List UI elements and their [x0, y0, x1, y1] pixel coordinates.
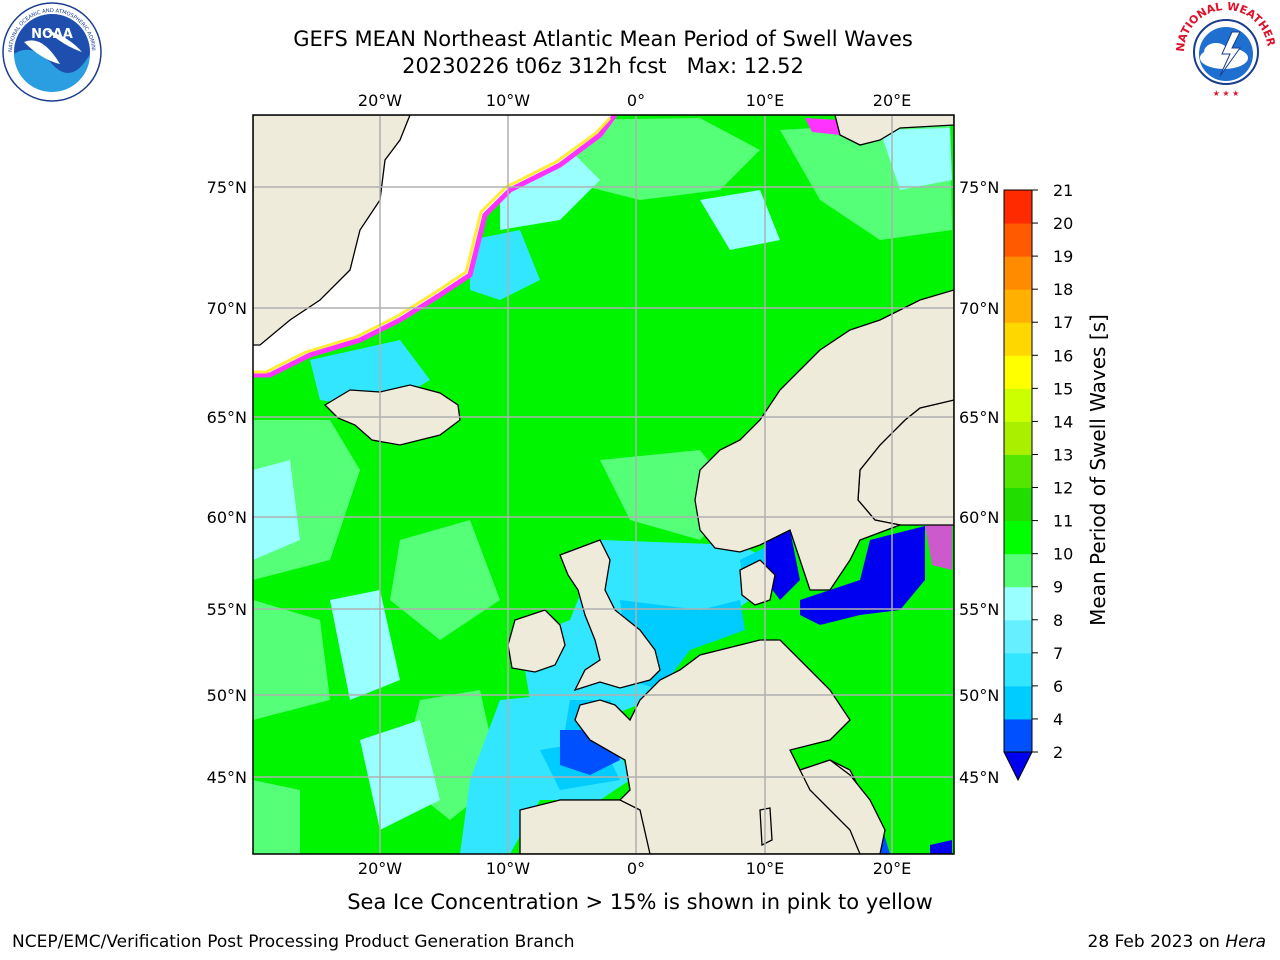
- colorbar-segment: [1004, 388, 1032, 422]
- colorbar-segment: [1004, 190, 1032, 224]
- sea-ice-note: Sea Ice Concentration > 15% is shown in …: [347, 890, 933, 914]
- colorbar-tick-label: 21: [1053, 181, 1073, 200]
- colorbar-tick-label: 13: [1053, 445, 1073, 464]
- colorbar-tick-label: 16: [1053, 346, 1073, 365]
- colorbar-tick-label: 19: [1053, 247, 1073, 266]
- colorbar-frame: [1003, 189, 1033, 753]
- sea-ice-gulf-finland: [925, 524, 952, 570]
- land-ireland: [507, 609, 566, 673]
- colorbar-segment: [1004, 652, 1032, 687]
- date-text: 28 Feb 2023 on Hera: [1088, 932, 1266, 952]
- colorbar-tick-label: 12: [1053, 479, 1073, 498]
- colorbar-extend-min: [1003, 751, 1033, 782]
- map-panel: [253, 115, 954, 854]
- colorbar-label: Mean Period of Swell Waves [s]: [1086, 314, 1110, 626]
- colorbar-tick-label: 15: [1053, 379, 1073, 398]
- lat-label: 60°N: [207, 508, 247, 527]
- colorbar-tick-label: 4: [1053, 710, 1063, 729]
- lat-label: 55°N: [207, 600, 247, 619]
- lon-label: 20°E: [873, 859, 911, 878]
- date-value: 28 Feb 2023 on: [1087, 932, 1226, 952]
- colorbar-tick-label: 20: [1053, 214, 1073, 233]
- lon-label: 10°E: [746, 91, 784, 110]
- credit-text: NCEP/EMC/Verification Post Processing Pr…: [12, 932, 575, 952]
- colorbar-segment: [1004, 685, 1032, 720]
- lon-label: 0°: [627, 859, 645, 878]
- colorbar-tick-label: 6: [1053, 677, 1063, 696]
- colorbar-tick-label: 9: [1053, 578, 1063, 597]
- lat-label: 65°N: [207, 408, 247, 427]
- lat-label: 45°N: [959, 768, 999, 787]
- colorbar-segment: [1004, 520, 1032, 555]
- land-denmark: [739, 559, 776, 606]
- lon-labels-bottom: 20°W 10°W 0° 10°E 20°E: [358, 859, 911, 878]
- land-iberia: [519, 799, 651, 854]
- colorbar-ticks: 2 4 6 7 8 9 10 11 12 13 14 15 16 17 18 19 20 21: [1032, 181, 1073, 762]
- lat-label: 45°N: [207, 768, 247, 787]
- national-weather-service-logo: NATIONAL WEATHER SERVICE ★ ★ ★: [1176, 2, 1276, 100]
- lon-label: 20°W: [358, 91, 402, 110]
- lat-label: 75°N: [207, 178, 247, 197]
- chart-title: GEFS MEAN Northeast Atlantic Mean Period…: [293, 27, 913, 51]
- lat-labels-right: 75°N 70°N 65°N 60°N 55°N 50°N 45°N: [959, 178, 999, 787]
- lon-label: 20°E: [873, 91, 911, 110]
- colorbar-segment: [1004, 421, 1032, 455]
- colorbar-tick-label: 17: [1053, 313, 1073, 332]
- lat-labels-left: 75°N 70°N 65°N 60°N 55°N 50°N 45°N: [207, 178, 247, 787]
- land-svalbard: [834, 115, 954, 146]
- colorbar-segment: [1004, 718, 1032, 753]
- sea-ice-edge-pink: [253, 115, 617, 378]
- host-name: Hera: [1225, 932, 1266, 952]
- sea-ice-edge-yellow: [253, 116, 612, 374]
- colorbar-segment: [1004, 355, 1032, 389]
- lat-label: 65°N: [959, 408, 999, 427]
- colorbar-tick-label: 11: [1053, 512, 1073, 531]
- land-great-britain: [559, 539, 661, 692]
- noaa-logo: NOAA NATIONAL OCEANIC AND ATMOSPHERIC AD…: [2, 2, 102, 102]
- lon-label: 20°W: [358, 859, 402, 878]
- land-masses: [253, 115, 954, 854]
- colorbar-segment: [1004, 487, 1032, 522]
- lon-label: 10°E: [746, 859, 784, 878]
- lat-label: 70°N: [207, 299, 247, 318]
- colorbar-segment: [1004, 619, 1032, 654]
- colorbar-segment: [1004, 586, 1032, 621]
- colorbar-tick-label: 8: [1053, 611, 1063, 630]
- land-italy: [799, 759, 886, 854]
- lat-label: 75°N: [959, 178, 999, 197]
- colorbar-segment: [1004, 553, 1032, 588]
- colorbar-segment: [1004, 322, 1032, 356]
- lat-label: 70°N: [959, 299, 999, 318]
- chart-subtitle: 20230226 t06z 312h fcst Max: 12.52: [402, 54, 804, 78]
- nws-stars: ★ ★ ★: [1213, 89, 1240, 98]
- lat-label: 55°N: [959, 600, 999, 619]
- lat-label: 60°N: [959, 508, 999, 527]
- sea-ice-svalbard: [805, 118, 840, 135]
- colorbar-segment: [1004, 289, 1032, 323]
- colorbar-tick-label: 18: [1053, 280, 1073, 299]
- land-corsica-sardinia: [759, 807, 773, 847]
- lon-labels-top: 20°W 10°W 0° 10°E 20°E: [358, 91, 911, 110]
- colorbar-segment: [1004, 223, 1032, 257]
- colorbar-tick-label: 2: [1053, 743, 1063, 762]
- lon-label: 10°W: [486, 91, 530, 110]
- swell-9-10s-patches: [253, 118, 952, 854]
- lon-label: 0°: [627, 91, 645, 110]
- lon-label: 10°W: [486, 859, 530, 878]
- colorbar-segment: [1004, 256, 1032, 290]
- colorbar-tick-label: 10: [1053, 545, 1073, 564]
- colorbar-tick-label: 7: [1053, 644, 1063, 663]
- lat-label: 50°N: [207, 686, 247, 705]
- map-frame: [252, 114, 955, 855]
- colorbar-segment: [1004, 454, 1032, 489]
- graticule: [253, 115, 954, 854]
- lat-label: 50°N: [959, 686, 999, 705]
- colorbar-tick-label: 14: [1053, 412, 1073, 431]
- colorbar-segments: [1003, 189, 1033, 782]
- land-greenland: [253, 115, 411, 346]
- noaa-logo-text: NOAA: [31, 27, 73, 42]
